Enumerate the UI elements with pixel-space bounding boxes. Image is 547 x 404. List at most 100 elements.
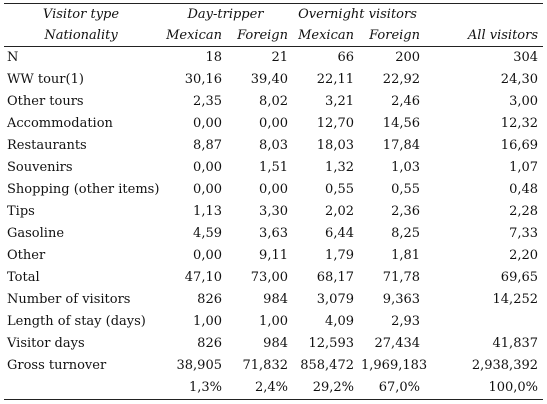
cell-value: 304 <box>513 50 539 65</box>
cell-value: 1,3% <box>161 377 227 400</box>
cell-value: 71,832 <box>242 358 289 373</box>
table-row: Length of stay (days) 1,00 1,00 4,09 2,93 <box>4 311 543 333</box>
cell-value: 12,593 <box>308 336 355 351</box>
cell-value: 2,938,392 <box>471 358 539 373</box>
table-body: N 18 21 66 200 304 WW tour(1) 30,16 39,40 22,11 22… <box>4 47 544 400</box>
cell-value: 984 <box>263 336 288 351</box>
cell-value: 41,837 <box>492 336 539 351</box>
cell-value: 6,44 <box>325 226 354 241</box>
table-header: Visitor type Day-tripper Overnight visit… <box>4 3 544 47</box>
cell-value: 2,4% <box>227 377 293 400</box>
table-row: Gasoline 4,59 3,63 6,44 8,25 7,33 <box>4 223 543 245</box>
table-row: Number of visitors 826 984 3,079 9,363 14,252 <box>4 289 543 311</box>
cell-value: 2,20 <box>509 248 539 263</box>
cell-value: 12,70 <box>316 116 354 131</box>
cell-value: 0,00 <box>193 182 222 197</box>
cell-value: 826 <box>197 336 222 351</box>
cell-value: 858,472 <box>300 358 354 373</box>
cell-value: 47,10 <box>184 270 222 285</box>
visitor-type-label: Visitor type <box>4 3 161 25</box>
day-tripper-group-header: Day-tripper <box>161 3 293 25</box>
header-empty-cell <box>425 3 544 25</box>
cell-value: 67,0% <box>359 377 426 400</box>
cell-value: 4,59 <box>193 226 222 241</box>
cell-value: 29,2% <box>293 377 359 400</box>
cell-value: 18,03 <box>316 138 354 153</box>
header-row-nationality: Nationality Mexican Foreign Mexican Fore… <box>4 25 544 47</box>
cell-value: 3,30 <box>259 204 288 219</box>
cell-value: 2,36 <box>391 204 421 219</box>
cell-value: 0,00 <box>193 160 222 175</box>
cell-value: 3,079 <box>316 292 354 307</box>
table-row: Souvenirs 0,00 1,51 1,32 1,03 1,07 <box>4 157 543 179</box>
row-label <box>4 377 161 400</box>
visitor-expenditure-table: Visitor type Day-tripper Overnight visit… <box>4 3 544 400</box>
cell-value: 27,434 <box>374 336 421 351</box>
cell-value: 2,46 <box>391 94 421 109</box>
cell-value: 12,32 <box>500 116 539 131</box>
cell-value: 2,35 <box>193 94 222 109</box>
cell-value: 0,55 <box>391 182 421 197</box>
table-row: Other tours 2,35 8,02 3,21 2,46 3,00 <box>4 91 543 113</box>
row-label: Shopping (other items) <box>7 182 160 197</box>
cell-value: 1,81 <box>391 248 421 263</box>
cell-value: 21 <box>271 50 288 65</box>
cell-value: 0,00 <box>193 248 222 263</box>
row-label: WW tour(1) <box>7 72 84 87</box>
cell-value: 14,56 <box>382 116 421 131</box>
cell-value: 8,02 <box>259 94 288 109</box>
cell-value: 1,32 <box>325 160 354 175</box>
cell-value: 30,16 <box>184 72 222 87</box>
row-label: Accommodation <box>7 116 113 131</box>
cell-value: 1,00 <box>193 314 222 329</box>
cell-value: 39,40 <box>250 72 288 87</box>
cell-value: 24,30 <box>500 72 539 87</box>
table-row: Restaurants 8,87 8,03 18,03 17,84 16,69 <box>4 135 543 157</box>
cell-value: 22,11 <box>316 72 354 87</box>
row-label: N <box>7 50 19 65</box>
table-row: 1,3% 2,4% 29,2% 67,0% 100,0% <box>4 377 544 400</box>
cell-value: 38,905 <box>176 358 223 373</box>
table-row: N 18 21 66 200 304 <box>4 47 543 70</box>
cell-value: 984 <box>263 292 288 307</box>
cell-value: 1,79 <box>325 248 354 263</box>
row-label: Gross turnover <box>7 358 107 373</box>
table-row: Shopping (other items) 0,00 0,00 0,55 0,55 0,… <box>4 179 543 201</box>
col-header-daytripper-mexican: Mexican <box>161 25 227 47</box>
cell-value: 0,00 <box>259 182 288 197</box>
table-row: WW tour(1) 30,16 39,40 22,11 22,92 24,30 <box>4 69 543 91</box>
row-label: Souvenirs <box>7 160 73 175</box>
table-row: Gross turnover 38,905 71,832 858,472 1,969,1… <box>4 355 543 377</box>
cell-value: 4,09 <box>325 314 354 329</box>
cell-value: 0,00 <box>193 116 222 131</box>
cell-value: 9,11 <box>259 248 288 263</box>
table-row: Tips 1,13 3,30 2,02 2,36 2,28 <box>4 201 543 223</box>
cell-value: 3,00 <box>509 94 539 109</box>
row-label: Visitor days <box>7 336 85 351</box>
row-label: Restaurants <box>7 138 87 153</box>
row-label: Length of stay (days) <box>7 314 146 329</box>
cell-value: 1,00 <box>259 314 288 329</box>
cell-value: 14,252 <box>492 292 539 307</box>
cell-value: 17,84 <box>382 138 421 153</box>
cell-value: 3,63 <box>259 226 288 241</box>
cell-value: 73,00 <box>250 270 288 285</box>
row-label: Other tours <box>7 94 84 109</box>
table-row: Accommodation 0,00 0,00 12,70 14,56 12,32 <box>4 113 543 135</box>
cell-value: 2,93 <box>391 314 421 329</box>
cell-value: 71,78 <box>382 270 421 285</box>
col-header-overnight-foreign: Foreign <box>359 25 426 47</box>
cell-value: 1,07 <box>509 160 539 175</box>
cell-value: 100,0% <box>425 377 544 400</box>
table-row: Total 47,10 73,00 68,17 71,78 69,65 <box>4 267 543 289</box>
overnight-visitors-group-header: Overnight visitors <box>293 3 426 25</box>
row-label: Tips <box>7 204 35 219</box>
cell-value: 69,65 <box>500 270 539 285</box>
cell-value: 3,21 <box>325 94 354 109</box>
row-label: Total <box>7 270 40 285</box>
cell-value: 2,28 <box>509 204 539 219</box>
cell-value: 2,02 <box>325 204 354 219</box>
cell-value: 8,25 <box>391 226 421 241</box>
col-header-all-visitors: All visitors <box>425 25 544 47</box>
